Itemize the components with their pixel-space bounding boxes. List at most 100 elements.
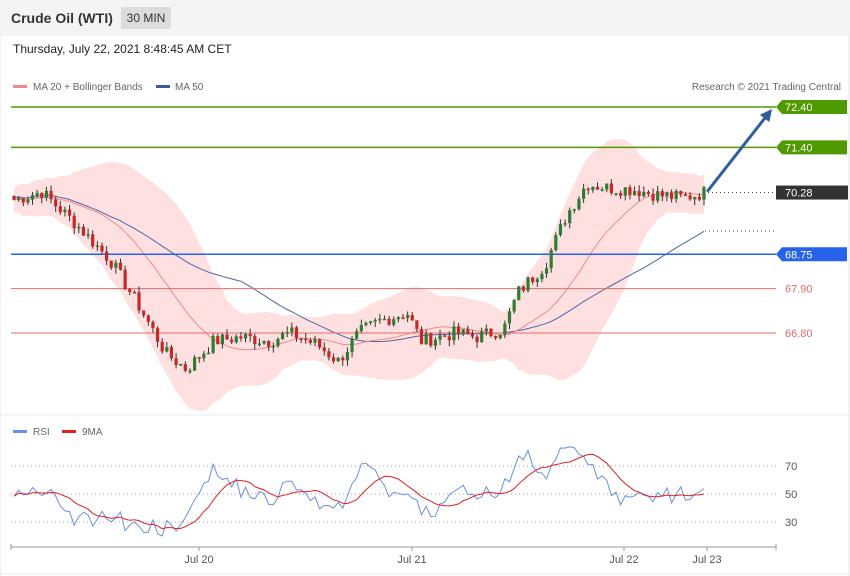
candle-body — [350, 338, 354, 353]
ma50-legend-label: MA 50 — [175, 82, 204, 93]
forecast-arrow-head — [759, 109, 772, 123]
candle — [35, 189, 39, 198]
candle — [54, 196, 58, 213]
candle — [382, 315, 387, 321]
candle — [220, 333, 224, 349]
candle — [517, 285, 521, 301]
candle — [489, 328, 493, 338]
candle — [81, 224, 86, 236]
ma20-swatch — [13, 85, 27, 88]
candle — [433, 337, 438, 350]
candle — [137, 286, 141, 314]
candle — [406, 311, 410, 323]
candle — [503, 320, 507, 339]
rsi-line — [13, 446, 705, 537]
candle — [702, 185, 706, 206]
candle — [174, 352, 178, 369]
candle-body — [100, 245, 104, 252]
candle-body — [679, 191, 683, 195]
candle-body — [572, 209, 576, 211]
candle — [160, 338, 164, 354]
candle — [568, 207, 572, 229]
candle-body — [169, 347, 174, 359]
candle-body — [433, 339, 438, 346]
level-label: 71.40 — [785, 142, 813, 154]
candle — [498, 334, 502, 340]
candle-body — [327, 351, 331, 358]
candle-body — [276, 338, 280, 346]
candle-body — [280, 333, 285, 339]
candle — [179, 363, 183, 366]
candle-body — [609, 183, 613, 194]
candle-body — [257, 343, 262, 346]
candle — [206, 347, 211, 355]
candle-body — [396, 317, 400, 320]
candle-body — [211, 336, 215, 353]
candle-body — [183, 364, 187, 371]
candle — [581, 183, 586, 204]
level-label: 68.75 — [785, 249, 813, 261]
candle-body — [271, 345, 275, 348]
candle — [40, 192, 44, 204]
candle — [128, 287, 132, 296]
candle — [494, 335, 498, 341]
candle-body — [160, 341, 164, 352]
candle — [188, 368, 192, 374]
candle — [341, 355, 345, 366]
level-tag — [776, 247, 847, 262]
candle-body — [401, 317, 405, 319]
candle-body — [512, 299, 516, 312]
candle-body — [336, 357, 340, 362]
candle — [544, 262, 549, 278]
candle-body — [665, 192, 669, 197]
candle — [693, 196, 697, 206]
candle-body — [285, 332, 289, 334]
candle — [142, 310, 146, 318]
candle-body — [54, 199, 58, 207]
candle — [586, 187, 590, 195]
candle — [452, 321, 456, 345]
candle — [234, 334, 238, 344]
candle — [123, 265, 127, 291]
candle — [410, 312, 414, 321]
candle-body — [359, 325, 363, 332]
candle — [554, 232, 558, 252]
candle — [118, 258, 123, 271]
level-label: 67.90 — [785, 284, 813, 296]
timeframe-badge[interactable]: 30 MIN — [121, 7, 171, 29]
candle — [44, 186, 49, 201]
candle — [669, 189, 674, 203]
candle — [447, 331, 451, 347]
candle-body — [544, 268, 549, 274]
candle-body — [114, 262, 118, 268]
candle-body — [642, 191, 646, 197]
candle-body — [44, 190, 49, 198]
candle — [415, 320, 419, 333]
candle-body — [290, 327, 294, 333]
candle — [350, 335, 354, 358]
candle-body — [660, 191, 664, 197]
candle-body — [581, 188, 586, 199]
candle — [12, 195, 16, 201]
candle-body — [651, 193, 655, 201]
candle — [591, 186, 595, 193]
candle-body — [688, 195, 692, 200]
candle-body — [373, 320, 377, 322]
candle-body — [91, 234, 95, 247]
candle — [276, 337, 280, 349]
candle-body — [424, 333, 428, 345]
candle — [368, 320, 373, 326]
candle — [322, 342, 326, 356]
candle-body — [17, 197, 21, 200]
candle-body — [67, 209, 72, 216]
candles — [12, 179, 706, 374]
candle-body — [549, 250, 553, 269]
candle-body — [697, 196, 701, 200]
price-levels: 72.40 71.40 68.75 67.90 66.80 — [11, 100, 847, 340]
candle-body — [72, 215, 76, 229]
candle-body — [248, 333, 252, 337]
candle — [17, 196, 21, 202]
candle-body — [26, 199, 30, 203]
candle — [535, 277, 539, 287]
level-tag — [776, 100, 847, 114]
